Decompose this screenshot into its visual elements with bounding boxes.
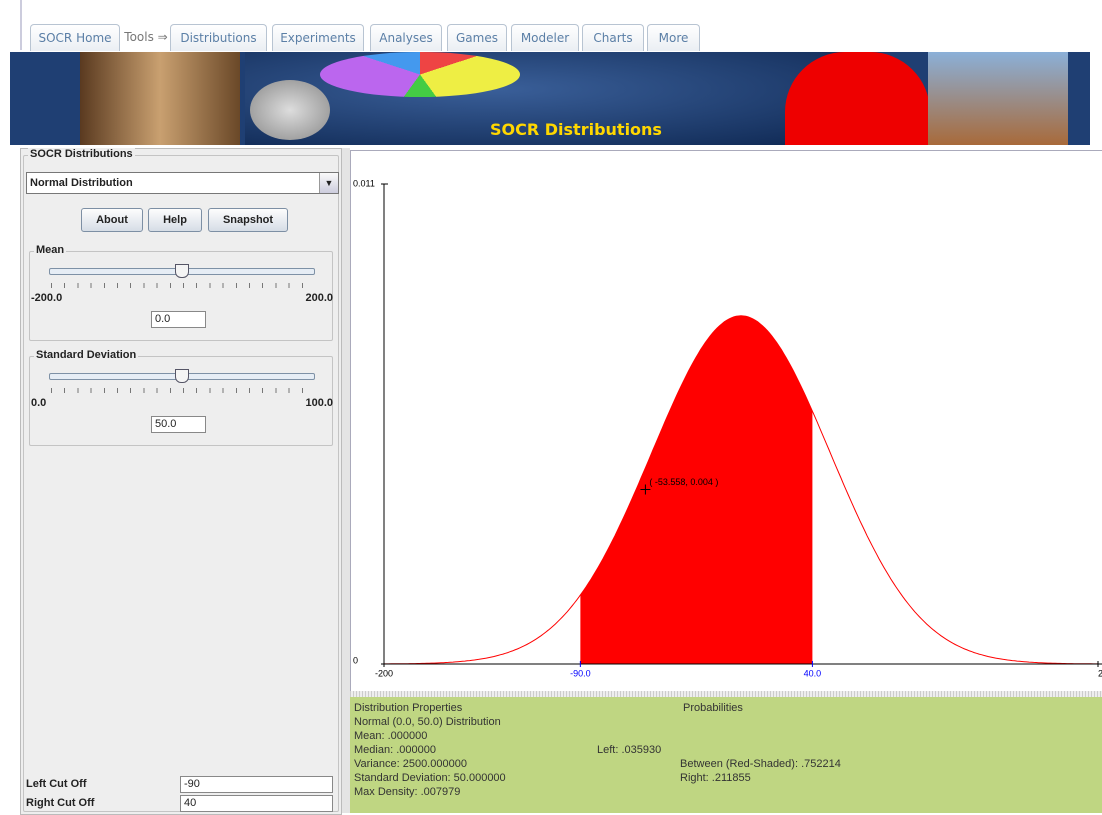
slider-thumb[interactable]: [175, 264, 189, 278]
tab[interactable]: Modeler: [511, 24, 579, 51]
slider-min: 0.0: [31, 397, 47, 409]
splitter[interactable]: [341, 148, 350, 813]
right-probability: Right: .211855: [680, 772, 751, 784]
left-cut-input[interactable]: -90: [180, 776, 333, 793]
tab[interactable]: Analyses: [370, 24, 442, 51]
y-tick-label: 0: [353, 655, 358, 665]
tab[interactable]: More: [647, 24, 700, 51]
crosshair: [640, 484, 651, 495]
cut-label: Right Cut Off: [26, 797, 95, 809]
tab[interactable]: Experiments: [272, 24, 364, 51]
slider-min: -200.0: [31, 292, 63, 304]
right-cut-input[interactable]: 40: [180, 795, 333, 812]
slider-ticks: [51, 388, 315, 393]
y-tick-label: 0.011: [353, 178, 375, 188]
left-probability: Left: .035930: [597, 744, 662, 756]
x-tick-label: -200: [375, 668, 393, 678]
chart-panel: 0 0.011 -200 -90.0 40.0 200 ( -53.558, 0.004 ): [350, 150, 1102, 692]
panel-title: SOCR Distributions: [28, 148, 135, 160]
slider-thumb[interactable]: [175, 369, 189, 383]
banner-image: [928, 52, 1068, 145]
property-line: Normal (0.0, 50.0) Distribution: [354, 716, 501, 728]
x-tick-label: -90.0: [570, 668, 591, 678]
snapshot-button[interactable]: Snapshot: [208, 208, 288, 232]
between-probability: Between (Red-Shaded): .752214: [680, 758, 841, 770]
slider-ticks: [51, 283, 315, 288]
distribution-select[interactable]: Normal Distribution ▼: [26, 172, 339, 194]
group-title: Mean: [34, 244, 67, 256]
page-edge: [20, 0, 22, 50]
banner: SOCR Distributions: [10, 52, 1090, 145]
tab[interactable]: Charts: [582, 24, 644, 51]
properties-heading: Distribution Properties: [354, 702, 463, 714]
sd-group: Standard Deviation: [29, 349, 333, 446]
chart: 0 0.011 -200 -90.0 40.0 200 ( -53.558, 0.004 ): [353, 178, 1102, 678]
tab[interactable]: SOCR Home: [30, 24, 120, 51]
banner-skull: [250, 80, 330, 140]
cut-label: Left Cut Off: [26, 778, 87, 790]
annotation-label: ( -53.558, 0.004 ): [649, 477, 718, 487]
density-curve: [384, 315, 1098, 665]
tab: Tools ⇒: [124, 30, 168, 44]
x-tick-label: 40.0: [804, 668, 822, 678]
property-line: Standard Deviation: 50.000000: [354, 772, 506, 784]
value-input[interactable]: 50.0: [151, 416, 206, 433]
probabilities-heading: Probabilities: [683, 702, 743, 714]
value-input[interactable]: 0.0: [151, 311, 206, 328]
slider-max: 100.0: [305, 397, 333, 409]
property-line: Median: .000000: [354, 744, 436, 756]
about-button[interactable]: About: [81, 208, 143, 232]
property-line: Mean: .000000: [354, 730, 428, 742]
banner-curve: [785, 52, 930, 145]
banner-pie: [320, 52, 520, 97]
left-panel: SOCR Distributions Normal Distribution ▼…: [20, 148, 342, 815]
property-line: Max Density: .007979: [354, 786, 461, 798]
select-text: Normal Distribution: [30, 177, 133, 189]
slider-max: 200.0: [305, 292, 333, 304]
shaded-area: [580, 315, 813, 664]
group-title: Standard Deviation: [34, 349, 139, 361]
splitter: [350, 691, 1102, 697]
tab[interactable]: Distributions: [170, 24, 267, 51]
banner-title: SOCR Distributions: [490, 120, 662, 139]
property-line: Variance: 2500.000000: [354, 758, 467, 770]
tab[interactable]: Games: [447, 24, 507, 51]
help-button[interactable]: Help: [148, 208, 202, 232]
properties-panel: Distribution Properties Normal (0.0, 50.…: [350, 697, 1102, 813]
mean-group: Mean: [29, 244, 333, 341]
select-arrow[interactable]: ▼: [319, 173, 338, 193]
banner-image: [80, 52, 240, 145]
panel-border: SOCR Distributions: [23, 148, 339, 812]
x-tick-label: 200: [1098, 668, 1102, 678]
